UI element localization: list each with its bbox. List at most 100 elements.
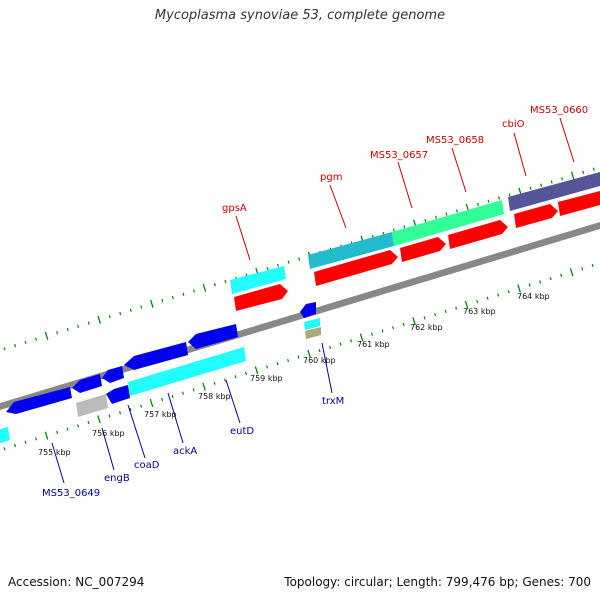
- tick-label-762: 762 kbp: [410, 323, 443, 332]
- cds-reverse-arrow: [106, 385, 130, 404]
- gene-label-eutD: eutD: [230, 426, 254, 437]
- minor-tick: [182, 292, 185, 296]
- gene-label-ms53-0649: MS53_0649: [42, 488, 100, 499]
- minor-tick: [381, 329, 384, 333]
- minor-tick: [445, 212, 448, 216]
- major-tick: [464, 300, 469, 309]
- gene-label-ms53-0657: MS53_0657: [370, 150, 428, 161]
- minor-tick: [298, 257, 301, 261]
- tick-label-761: 761 kbp: [357, 340, 390, 349]
- minor-tick: [119, 311, 122, 316]
- minor-tick: [77, 324, 80, 328]
- minor-tick: [171, 295, 174, 300]
- minor-tick: [403, 225, 406, 229]
- minor-tick: [350, 339, 353, 343]
- minor-tick: [3, 447, 6, 451]
- cds-forward-arrow: [448, 220, 508, 249]
- accession-text: Accession: NC_007294: [8, 575, 145, 589]
- gene-label-ackA: ackA: [173, 446, 197, 457]
- minor-tick: [171, 394, 174, 398]
- minor-tick: [129, 308, 132, 312]
- minor-tick: [455, 209, 458, 213]
- minor-tick: [192, 388, 195, 392]
- minor-tick: [24, 340, 27, 344]
- major-tick: [44, 331, 49, 340]
- cds-forward-arrow: [514, 204, 558, 228]
- minor-tick: [508, 193, 511, 197]
- minor-tick: [119, 411, 122, 415]
- gene-block-teal-pgm: [308, 232, 394, 269]
- map-title: Mycoplasma synoviae 53, complete genome: [154, 8, 446, 23]
- major-tick: [149, 398, 154, 407]
- gene-label-gpsA: gpsA: [222, 203, 247, 214]
- cds-forward-arrow: [558, 191, 600, 216]
- minor-tick: [35, 337, 38, 341]
- minor-tick: [140, 305, 143, 309]
- minor-tick: [539, 280, 542, 284]
- tick-label-760: 760 kbp: [303, 356, 336, 365]
- cds-forward-arrow: [314, 250, 398, 286]
- minor-tick: [161, 398, 164, 402]
- gene-block-cyan-gpsA: [230, 266, 286, 294]
- gene-block-gray-engB: [76, 394, 108, 417]
- minor-tick: [529, 186, 532, 190]
- major-tick: [202, 283, 207, 292]
- gene-label-pgm: pgm: [320, 172, 342, 183]
- minor-tick: [476, 299, 479, 304]
- minor-tick: [561, 177, 564, 181]
- minor-tick: [455, 306, 458, 310]
- cds-reverse-arrow: [102, 366, 124, 383]
- minor-tick: [497, 293, 500, 297]
- minor-tick: [140, 404, 143, 408]
- minor-tick: [498, 196, 501, 200]
- tick-label-759: 759 kbp: [250, 374, 283, 383]
- major-tick: [97, 415, 101, 424]
- inner-tick-row: [3, 263, 594, 451]
- gene-block-mint: [392, 200, 504, 246]
- minor-tick: [402, 322, 405, 327]
- gene-label-ms53-0658: MS53_0658: [426, 135, 484, 146]
- minor-tick: [161, 299, 164, 303]
- minor-tick: [329, 345, 332, 349]
- minor-tick: [108, 414, 111, 418]
- minor-tick: [224, 378, 227, 382]
- minor-tick: [213, 283, 216, 287]
- tick-label-763: 763 kbp: [463, 307, 496, 316]
- minor-tick: [14, 443, 17, 448]
- minor-tick: [549, 277, 552, 281]
- minor-tick: [234, 375, 237, 379]
- minor-tick: [245, 371, 248, 376]
- minor-tick: [66, 427, 69, 431]
- minor-tick: [35, 437, 38, 441]
- major-tick: [97, 315, 102, 324]
- cds-reverse-arrow-trxM: [300, 302, 316, 318]
- cds-forward-arrow: [400, 237, 446, 262]
- minor-tick: [66, 327, 69, 332]
- gene-block-cyan-ackA: [128, 347, 246, 396]
- cds-reverse-arrow: [6, 387, 72, 414]
- gene-label-coaD: coaD: [134, 460, 160, 471]
- minor-tick: [297, 355, 300, 359]
- major-tick: [307, 349, 311, 358]
- minor-tick: [487, 199, 490, 203]
- gene-block-slate: [508, 172, 600, 211]
- major-tick: [412, 317, 416, 326]
- minor-tick: [423, 316, 426, 320]
- cds-forward-arrow: [234, 284, 288, 311]
- tick-label-764: 764 kbp: [517, 292, 550, 301]
- minor-tick: [528, 283, 531, 287]
- topology-text: Topology: circular; Length: 799,476 bp; …: [284, 575, 591, 589]
- major-tick: [44, 431, 49, 440]
- cds-reverse-arrow: [188, 324, 238, 349]
- minor-tick: [392, 228, 395, 232]
- outer-tick-row: [3, 167, 595, 351]
- minor-tick: [560, 273, 563, 277]
- major-tick: [517, 284, 521, 293]
- forward-label-leaders: [235, 117, 575, 261]
- minor-tick: [77, 424, 80, 428]
- minor-tick: [592, 167, 595, 171]
- tick-label-755: 755 kbp: [38, 448, 71, 457]
- tick-label-758: 758 kbp: [198, 392, 231, 401]
- major-tick: [150, 299, 154, 308]
- minor-tick: [424, 218, 427, 223]
